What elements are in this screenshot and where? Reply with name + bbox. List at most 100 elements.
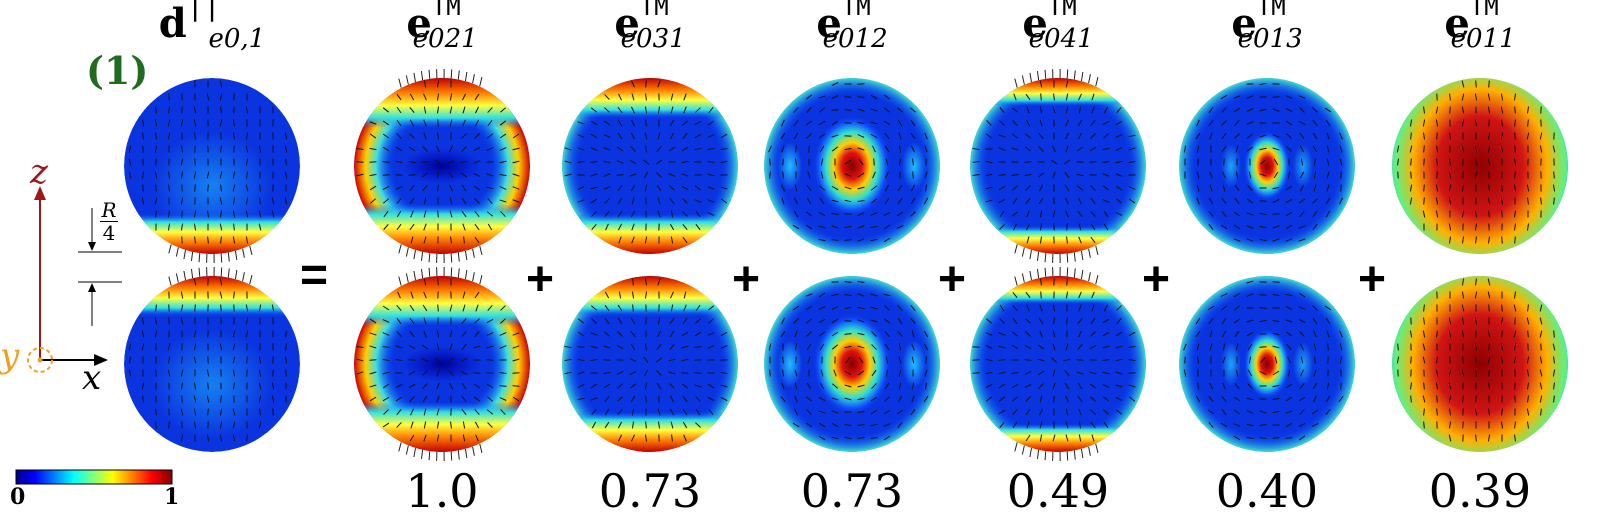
field-arrow [436, 80, 440, 88]
field-arrow [475, 304, 479, 312]
field-arrow [154, 145, 158, 153]
field-arrow [1312, 119, 1318, 127]
field-arrow [656, 184, 662, 192]
field-arrow [1013, 223, 1017, 231]
field-arrow [1409, 184, 1413, 192]
field-arrow [409, 119, 415, 127]
field-arrow [793, 107, 799, 113]
field-arrow [591, 224, 597, 230]
field-arrow [657, 408, 661, 416]
field-arrow [1248, 171, 1252, 179]
pole-arrow [183, 249, 186, 260]
field-arrow [872, 145, 876, 153]
field-arrow [818, 120, 826, 126]
field-arrow [603, 120, 611, 126]
field-arrow [564, 173, 572, 177]
field-arrow [844, 397, 852, 401]
field-arrow [999, 210, 1005, 218]
field-arrow [1410, 171, 1412, 179]
field-arrow [436, 343, 440, 351]
field-arrow [591, 421, 597, 429]
field-arrow [168, 106, 170, 114]
field-arrow [1527, 304, 1529, 312]
field-arrow [356, 173, 364, 177]
field-arrow [998, 134, 1006, 138]
field-arrow [1326, 171, 1330, 179]
field-arrow [1196, 197, 1200, 205]
field-arrow [1312, 107, 1318, 113]
field-arrow [1235, 343, 1239, 351]
field-arrow [1196, 119, 1200, 127]
field-arrow [831, 134, 839, 138]
field-arrow [193, 119, 197, 127]
field-arrow [780, 395, 786, 403]
pole-arrow [1044, 267, 1047, 277]
field-arrow [1287, 356, 1291, 364]
field-arrow [1461, 145, 1465, 153]
field-arrow [423, 223, 427, 231]
field-arrow [1011, 331, 1019, 337]
field-arrow [1246, 238, 1254, 242]
field-arrow [1196, 184, 1200, 192]
field-arrow [831, 82, 839, 86]
field-arrow [1233, 318, 1241, 324]
field-arrow [232, 421, 236, 429]
field-arrow [512, 173, 520, 177]
field-arrow [423, 408, 427, 416]
field-arrow [694, 133, 702, 139]
plus-sign: + [938, 253, 967, 306]
mode-sup: TM [1256, 0, 1286, 21]
field-arrow [897, 331, 903, 337]
field-arrow [1195, 317, 1201, 325]
field-arrow [806, 343, 812, 351]
field-arrow [1259, 306, 1267, 310]
pole-arrow [220, 267, 223, 277]
field-arrow [884, 396, 890, 402]
field-arrow [369, 384, 377, 388]
field-arrow [681, 383, 689, 389]
field-arrow [1410, 395, 1412, 403]
field-arrow [1475, 395, 1477, 403]
field-arrow [1514, 171, 1516, 179]
field-arrow [629, 383, 637, 389]
field-arrow [1397, 171, 1399, 179]
field-arrow [871, 383, 877, 389]
pole-arrow [1014, 276, 1018, 286]
field-arrow [1103, 106, 1109, 114]
field-arrow [1090, 211, 1096, 217]
field-arrow [681, 331, 689, 337]
field-arrow [142, 132, 144, 140]
field-arrow [1233, 396, 1241, 402]
field-arrow [643, 171, 649, 179]
field-arrow [807, 171, 811, 179]
pole-arrow [420, 269, 424, 279]
field-pole [562, 78, 738, 118]
field-arrow [1410, 356, 1412, 364]
pole-arrow [1029, 447, 1032, 458]
field-arrow [395, 358, 403, 362]
field-arrow [408, 345, 416, 349]
field-arrow [1448, 382, 1452, 390]
field-arrow [408, 370, 416, 376]
field-arrow [356, 371, 364, 375]
field-arrow [1287, 171, 1291, 179]
field-arrow [782, 356, 784, 364]
field-arrow [383, 409, 389, 415]
field-arrow [370, 198, 376, 204]
field-arrow [883, 224, 891, 230]
field-arrow [448, 184, 454, 192]
field-arrow [616, 344, 624, 350]
field-arrow [1298, 396, 1306, 402]
field-arrow [436, 145, 440, 153]
field-arrow [1259, 423, 1267, 427]
field-arrow [720, 133, 728, 139]
field-arrow [1435, 197, 1439, 205]
field-arrow [985, 186, 993, 190]
field-arrow [1025, 331, 1031, 337]
field-arrow [129, 343, 131, 351]
field-arrow [681, 372, 689, 374]
field-arrow [818, 238, 826, 242]
field-arrow [1448, 317, 1452, 325]
field-arrow [1233, 211, 1241, 217]
field-arrow [1026, 236, 1030, 244]
